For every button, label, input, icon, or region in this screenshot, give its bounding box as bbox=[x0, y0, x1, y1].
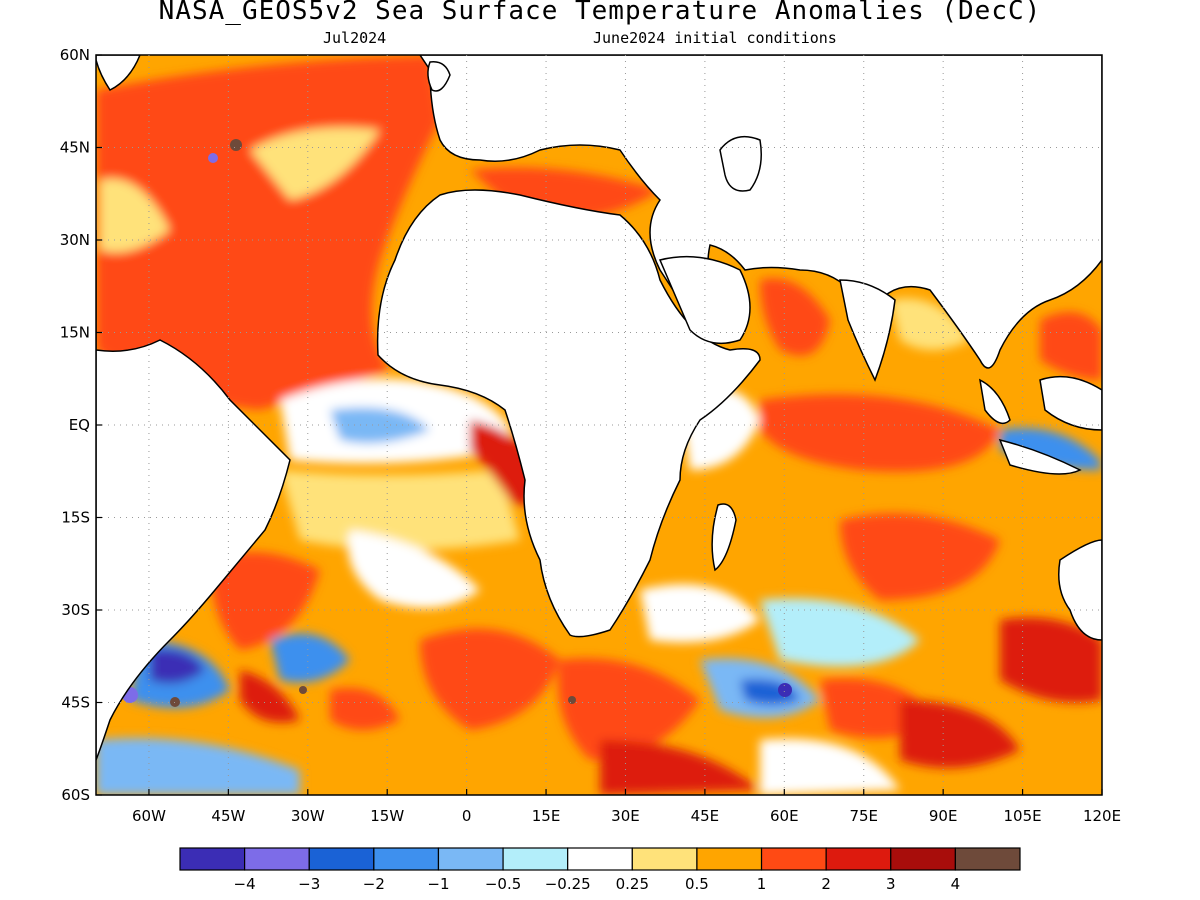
colorbar-swatch bbox=[437, 847, 504, 871]
lat-tick-label: 45N bbox=[60, 139, 90, 157]
initial-conditions-label: June2024 initial conditions bbox=[593, 29, 837, 47]
longitude-axis: 60W 45W 30W 15W 0 15E 30E 45E 60E 75E 90E 105E 120E bbox=[132, 789, 1121, 825]
lon-tick-label: 15W bbox=[370, 807, 404, 825]
land-masses bbox=[96, 55, 1102, 761]
colorbar-label: −0.25 bbox=[545, 875, 591, 893]
colorbar-labels: −4 −3 −2 −1 −0.5 −0.25 0.25 0.5 1 2 3 4 bbox=[234, 875, 961, 893]
colorbar-swatch bbox=[308, 847, 375, 871]
map-title: NASA_GEOS5v2 Sea Surface Temperature Ano… bbox=[158, 0, 1042, 26]
colorbar-label: 4 bbox=[951, 875, 961, 893]
colorbar-swatch bbox=[890, 847, 956, 871]
colorbar-label: −1 bbox=[427, 875, 449, 893]
colorbar-label: −3 bbox=[298, 875, 320, 893]
lat-tick-label: 45S bbox=[61, 694, 90, 712]
lat-tick-label: 60N bbox=[60, 46, 90, 64]
sst-anomaly-field bbox=[96, 55, 1102, 795]
lon-tick-label: 45W bbox=[211, 807, 245, 825]
colorbar-label: 3 bbox=[886, 875, 896, 893]
lon-tick-label: 45E bbox=[691, 807, 720, 825]
lon-tick-label: 90E bbox=[929, 807, 958, 825]
colorbar-swatch bbox=[760, 847, 827, 871]
lon-tick-label: 15E bbox=[532, 807, 561, 825]
lat-tick-label: 15S bbox=[61, 509, 90, 527]
colorbar-swatch bbox=[179, 847, 246, 871]
lon-tick-label: 30E bbox=[611, 807, 640, 825]
lon-tick-label: 60W bbox=[132, 807, 166, 825]
colorbar-swatch bbox=[567, 847, 633, 871]
colorbar-label: −0.5 bbox=[485, 875, 521, 893]
lat-tick-label: 60S bbox=[61, 786, 90, 804]
lon-tick-label: 105E bbox=[1004, 807, 1042, 825]
lon-tick-label: 30W bbox=[291, 807, 325, 825]
colorbar-swatch bbox=[244, 847, 310, 871]
colorbar-label: 1 bbox=[757, 875, 767, 893]
lat-tick-label: 15N bbox=[60, 324, 90, 342]
colorbar-swatch bbox=[696, 847, 763, 871]
colorbar-label: 0.5 bbox=[685, 875, 709, 893]
lon-tick-label: 120E bbox=[1083, 807, 1121, 825]
lon-tick-label: 0 bbox=[462, 807, 472, 825]
colorbar-swatch bbox=[825, 847, 892, 871]
colorbar-swatch bbox=[373, 847, 440, 871]
latitude-axis: 60N 45N 30N 15N EQ 15S 30S 45S 60S bbox=[60, 46, 102, 804]
colorbar bbox=[179, 847, 1021, 871]
colorbar-swatch bbox=[954, 847, 1021, 871]
lat-tick-label: 30N bbox=[60, 231, 90, 249]
lat-tick-label: EQ bbox=[69, 416, 90, 434]
lon-tick-label: 60E bbox=[770, 807, 799, 825]
colorbar-label: 2 bbox=[821, 875, 831, 893]
lon-tick-label: 75E bbox=[849, 807, 878, 825]
colorbar-swatch bbox=[502, 847, 569, 871]
lat-tick-label: 30S bbox=[61, 601, 90, 619]
colorbar-label: −4 bbox=[234, 875, 256, 893]
colorbar-label: −2 bbox=[363, 875, 385, 893]
colorbar-label: 0.25 bbox=[616, 875, 649, 893]
colorbar-swatch bbox=[631, 847, 698, 871]
valid-month-label: Jul2024 bbox=[323, 29, 387, 47]
